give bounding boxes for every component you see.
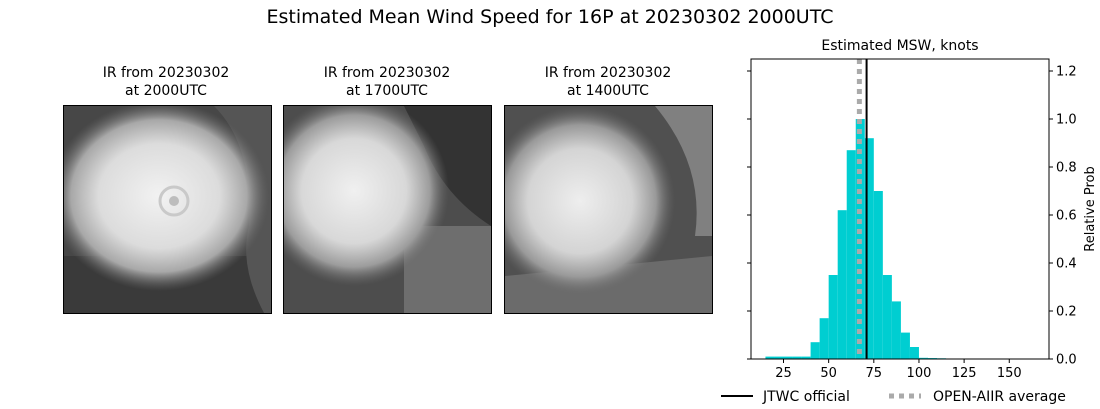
histogram-bar	[765, 356, 775, 359]
y-tick-label: 0.2	[1056, 305, 1077, 320]
y-tick-label: 0.8	[1056, 161, 1077, 176]
y-tick-label: 1.0	[1056, 113, 1077, 128]
ir-panel-1-title-line2: at 2000UTC	[125, 83, 207, 99]
histogram-bar	[891, 301, 901, 359]
histogram-bar	[864, 138, 874, 359]
histogram-bar	[873, 191, 883, 359]
y-axis-label: Relative Prob	[1083, 166, 1098, 251]
histogram-bar	[783, 356, 793, 359]
x-axis: 25 50 75 100 125 150	[775, 359, 1022, 381]
y-tick-label: 0.4	[1056, 257, 1077, 272]
histogram-bar	[900, 332, 910, 359]
x-tick-label: 25	[775, 366, 792, 381]
chart-title: Estimated MSW, knots	[821, 38, 978, 54]
histogram-bar	[909, 347, 919, 359]
y-tick-label: 1.2	[1056, 65, 1077, 80]
ir-panel-3-title-line2: at 1400UTC	[567, 83, 649, 99]
ir-panel-1-title-line1: IR from 20230302	[102, 65, 230, 81]
ir-panel-2-title-line2: at 1700UTC	[346, 83, 428, 99]
bars-layer	[765, 119, 1046, 360]
histogram-bar	[918, 357, 928, 359]
x-tick-label: 125	[952, 366, 977, 381]
ir-image-2000utc	[63, 105, 272, 314]
figure-title: Estimated Mean Wind Speed for 16P at 202…	[266, 6, 834, 28]
y-tick-label: 0.6	[1056, 209, 1077, 224]
histogram-bar	[846, 150, 856, 359]
ir-panel-2-title-line1: IR from 20230302	[323, 65, 451, 81]
histogram-bar	[819, 318, 829, 359]
ir-image-1700utc	[283, 105, 492, 314]
plot-frame	[750, 58, 1050, 360]
histogram-bar	[792, 356, 802, 359]
histogram-bar	[810, 342, 820, 359]
ir-panel-2-title: IR from 20230302 at 1700UTC	[282, 64, 492, 100]
legend: JTWC official OPEN-AIIR average	[721, 389, 1066, 405]
legend-jtwc-label: JTWC official	[762, 389, 850, 405]
x-tick-label: 50	[820, 366, 837, 381]
histogram-bar	[882, 275, 892, 359]
x-tick-label: 150	[997, 366, 1022, 381]
histogram-bar	[828, 275, 838, 359]
vlines-layer	[856, 59, 868, 359]
histogram-bar	[837, 210, 847, 359]
histogram-bar	[774, 356, 784, 359]
ir-panel-3-title: IR from 20230302 at 1400UTC	[503, 64, 713, 100]
ir-image-1400utc	[504, 105, 713, 314]
y-axis: 0.0 0.2 0.4 0.6 0.8 1.0 1.2	[747, 65, 1077, 368]
y-tick-label: 0.0	[1056, 353, 1077, 368]
x-tick-label: 100	[907, 366, 932, 381]
histogram-bar	[801, 356, 811, 359]
ir-panel-1-title: IR from 20230302 at 2000UTC	[61, 64, 271, 100]
ir-panel-3-title-line1: IR from 20230302	[544, 65, 672, 81]
x-tick-label: 75	[866, 366, 883, 381]
legend-openaiir-label: OPEN-AIIR average	[933, 389, 1066, 405]
